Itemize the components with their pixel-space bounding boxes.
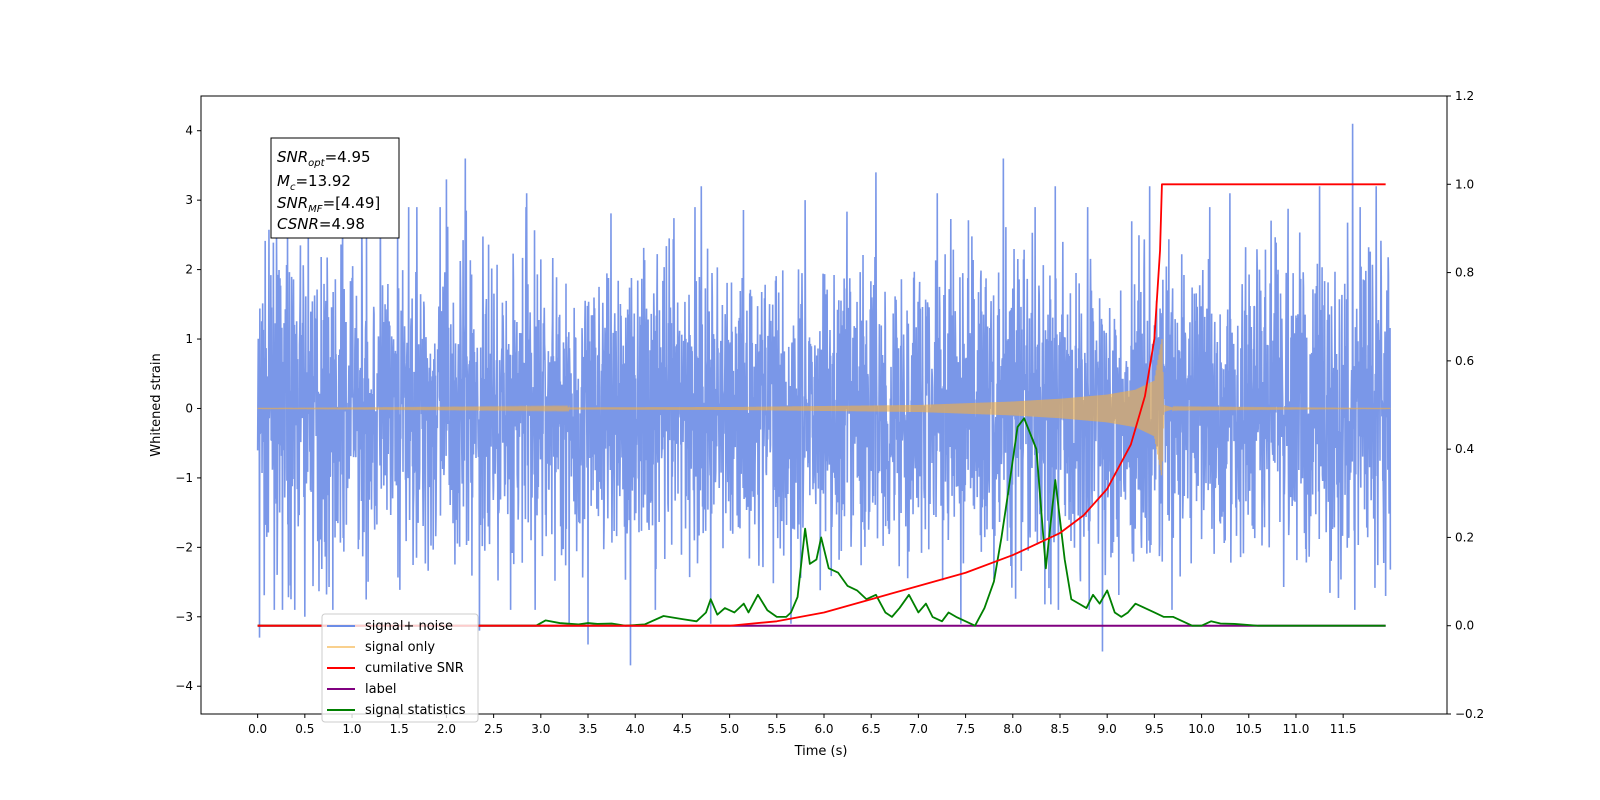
x-tick-label: 2.5: [484, 722, 503, 736]
x-tick-label: 8.5: [1050, 722, 1069, 736]
csnr-symbol: CSNR: [277, 215, 319, 233]
y-tick-label: −4: [175, 679, 193, 693]
x-tick-label: 0.5: [295, 722, 314, 736]
x-tick-label: 11.5: [1330, 722, 1357, 736]
snr-opt-subscript: opt: [308, 158, 325, 169]
y-axis-label: Whitened strain: [149, 353, 164, 456]
annotation-csnr: CSNR=4.98: [277, 215, 365, 233]
x-tick-label: 3.5: [578, 722, 597, 736]
legend-label-signal-only: signal only: [365, 640, 435, 655]
snr-mf-value: =[4.49]: [323, 194, 381, 212]
x-tick-label: 10.5: [1235, 722, 1262, 736]
x-tick-label: 6.5: [862, 722, 881, 736]
annotation-frame: [270, 137, 400, 239]
x-tick-label: 4.5: [673, 722, 692, 736]
x-tick-label: 7.5: [956, 722, 975, 736]
legend: signal+ noise signal only cumilative SNR…: [321, 613, 479, 723]
x-tick-label: 3.0: [531, 722, 550, 736]
csnr-value: =4.98: [319, 215, 365, 233]
series-signal-only-line: [257, 339, 1391, 476]
mc-subscript: c: [290, 182, 296, 193]
legend-frame: [321, 613, 479, 723]
x-tick-label: 10.0: [1188, 722, 1215, 736]
legend-label-signal-noise: signal+ noise: [365, 619, 453, 634]
x-tick-label: 11.0: [1283, 722, 1310, 736]
snr-mf-symbol: SNR: [277, 194, 308, 212]
y2-tick-label: 0.4: [1455, 442, 1474, 456]
x-tick-label: 8.0: [1003, 722, 1022, 736]
x-tick-label: 5.0: [720, 722, 739, 736]
annotation-box: SNRopt=4.95 Mc=13.92 SNRMF=[4.49] CSNR=4…: [270, 137, 400, 239]
x-tick-label: 7.0: [909, 722, 928, 736]
series-cumulative-snr-line: [257, 183, 1386, 627]
x-tick-label: 6.0: [814, 722, 833, 736]
snr-mf-subscript: MF: [308, 204, 323, 215]
y2-tick-label: −0.2: [1455, 707, 1484, 721]
x-tick-label: 5.5: [767, 722, 786, 736]
legend-label-label: label: [365, 682, 396, 697]
y2-tick-label: 1.2: [1455, 89, 1474, 103]
x-axis-label: Time (s): [794, 744, 848, 759]
legend-label-signal-statistics: signal statistics: [365, 703, 466, 718]
y2-tick-label: 0.8: [1455, 266, 1474, 280]
x-tick-label: 4.0: [626, 722, 645, 736]
series-signal-noise-line: [256, 123, 1392, 666]
y-tick-label: −1: [175, 471, 193, 485]
mc-value: =13.92: [295, 172, 351, 190]
y-tick-label: −3: [175, 610, 193, 624]
x-tick-label: 2.0: [437, 722, 456, 736]
y-tick-label: 3: [185, 193, 193, 207]
x-tick-label: 0.0: [248, 722, 267, 736]
x-tick-label: 1.5: [390, 722, 409, 736]
y-tick-label: 4: [185, 124, 193, 138]
annotation-snr-mf: SNRMF=[4.49]: [277, 194, 380, 215]
x-tick-label: 9.5: [1145, 722, 1164, 736]
annotation-mc: Mc=13.92: [277, 172, 351, 193]
y-axis-right: 1.2 1.0 0.8 0.6 0.4 0.2 0.0 −0.2: [1447, 89, 1484, 721]
snr-opt-symbol: SNR: [277, 148, 308, 166]
y-axis-left: 4 3 2 1 0 −1 −2 −3 −4: [175, 124, 201, 693]
y2-tick-label: 0.6: [1455, 354, 1474, 368]
y2-tick-label: 1.0: [1455, 177, 1474, 191]
x-axis: 0.0 0.5 1.0 1.5 2.0 2.5 3.0 3.5 4.0 4.5 5.0 5.5 6.0 6…: [248, 714, 1357, 736]
mc-symbol: M: [277, 172, 290, 190]
legend-label-cumulative-snr: cumilative SNR: [365, 661, 464, 676]
x-tick-label: 1.0: [342, 722, 361, 736]
snr-opt-value: =4.95: [325, 148, 371, 166]
y-tick-label: 0: [185, 401, 193, 415]
annotation-snr-opt: SNRopt=4.95: [277, 148, 371, 169]
y2-tick-label: 0.2: [1455, 530, 1474, 544]
y-tick-label: 2: [185, 263, 193, 277]
y-tick-label: −2: [175, 540, 193, 554]
y-tick-label: 1: [185, 332, 193, 346]
y2-tick-label: 0.0: [1455, 619, 1474, 633]
x-tick-label: 9.0: [1098, 722, 1117, 736]
series-signal-statistics-line: [257, 417, 1386, 627]
